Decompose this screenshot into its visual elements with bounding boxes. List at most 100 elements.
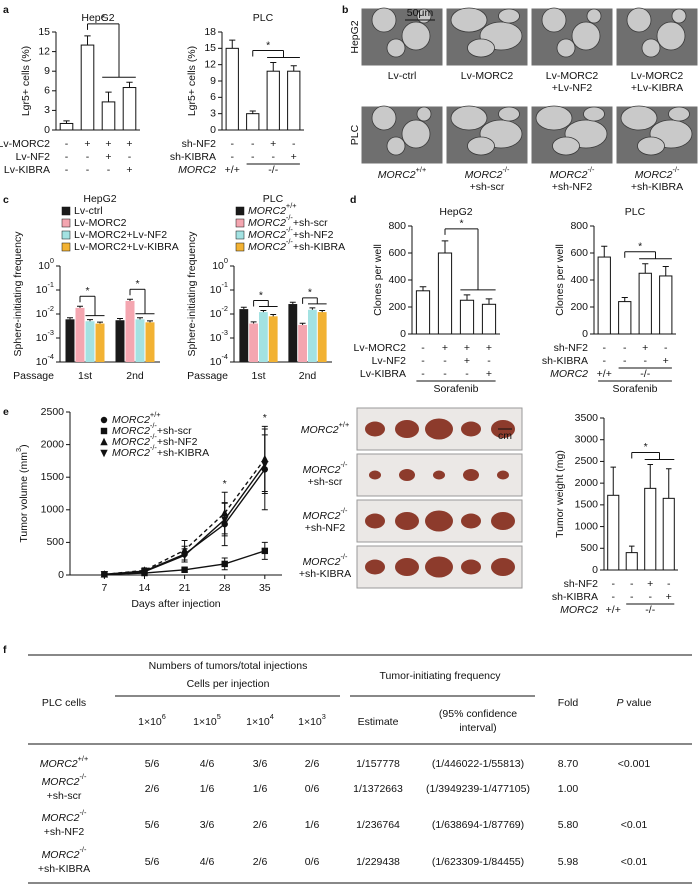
table-cell: 1/236764 <box>356 819 400 831</box>
y-tick-label: 9 <box>44 65 50 77</box>
legend-label: Lv-MORC2+Lv-NF2 <box>74 229 167 241</box>
y-axis-label-part: ) <box>18 444 30 448</box>
photo-caption-part: -/- <box>587 165 594 174</box>
row-label-part: MORC2 <box>303 510 341 522</box>
column-header-part: 1×10 <box>246 716 270 728</box>
row-label: MORC2-/- <box>42 772 87 787</box>
bar <box>266 70 280 131</box>
photo-caption: +Lv-NF2 <box>552 82 593 94</box>
bar <box>415 290 431 335</box>
group-label: +/+ <box>597 368 612 380</box>
legend-swatch <box>235 218 245 228</box>
tumor <box>395 420 419 438</box>
condition-sign: - <box>630 578 634 590</box>
colony <box>401 21 431 51</box>
table-cell: 5/6 <box>145 819 160 831</box>
tumor <box>461 421 481 437</box>
legend-label: MORC2-/-+sh-scr <box>248 213 328 228</box>
condition-sign: + <box>442 342 448 354</box>
error-bar <box>240 306 247 310</box>
colony <box>371 105 397 131</box>
bar <box>607 494 620 571</box>
error-bar <box>126 81 133 88</box>
bar <box>145 322 155 362</box>
error-bar <box>249 110 256 114</box>
row-label: PLC <box>349 124 361 145</box>
photo-caption-part: MORC2 <box>378 169 416 181</box>
y-axis-label: Clones per well <box>554 244 566 316</box>
error-bar <box>250 321 257 324</box>
column-header: interval) <box>459 722 496 734</box>
sig-star: * <box>259 289 263 301</box>
y-tick-label: 10-2 <box>210 304 228 319</box>
photo-caption: +Lv-KIBRA <box>631 82 683 94</box>
condition-sign: - <box>465 368 469 380</box>
bar <box>597 256 611 335</box>
y-tick-exponent: -4 <box>221 352 228 361</box>
condition-name: sh-NF2 <box>182 138 217 150</box>
bar <box>125 300 135 362</box>
tumor <box>461 559 481 575</box>
photo-caption-part: -/- <box>672 165 679 174</box>
y-tick-label: 18 <box>204 26 216 38</box>
legend-label-part: MORC2 <box>248 205 286 217</box>
row-label: +sh-KIBRA <box>299 568 351 580</box>
scale-label: 50μm <box>407 7 434 19</box>
legend-label-part: MORC2 <box>112 425 150 437</box>
panel-label: e <box>3 406 9 418</box>
row-label-part: MORC2 <box>42 776 80 788</box>
condition-sign: + <box>647 578 653 590</box>
photo-caption: MORC2+/+ <box>378 165 427 180</box>
condition-sign: + <box>486 368 492 380</box>
y-tick-label: 100 <box>38 256 54 271</box>
legend-label-part: +sh-NF2 <box>293 229 334 241</box>
y-axis-label-part: Tumor volume (mm <box>18 452 30 543</box>
y-tick-exponent: -3 <box>47 328 54 337</box>
condition-sign: + <box>84 138 90 150</box>
y-tick-label: 1500 <box>41 471 65 483</box>
legend-swatch <box>235 206 245 216</box>
row-label-part: -/- <box>340 506 347 515</box>
x-tick-label: 2nd <box>299 370 317 382</box>
tumor <box>369 470 381 480</box>
colony <box>641 38 661 58</box>
condition-sign: - <box>231 138 235 150</box>
error-bar <box>270 314 277 317</box>
group-label: -/- <box>640 368 650 380</box>
sig-star: * <box>308 287 312 299</box>
row-label: MORC2-/- <box>42 845 87 860</box>
condition-sign: + <box>126 138 132 150</box>
legend-label-part: -/- <box>150 421 157 430</box>
bar <box>85 321 95 362</box>
y-tick-base: 10 <box>210 308 222 320</box>
y-tick-label: 3 <box>44 104 50 116</box>
error-bar <box>67 317 73 320</box>
y-tick-base: 10 <box>36 356 48 368</box>
column-header-part: 1×10 <box>298 716 322 728</box>
row-label: MORC2+/+ <box>301 420 350 435</box>
y-tick-label: 200 <box>388 301 406 313</box>
error-bar <box>105 91 112 102</box>
photo-caption: MORC2-/- <box>635 165 680 180</box>
legend-label-part: +/+ <box>150 410 161 419</box>
table-cell: <0.001 <box>618 758 651 770</box>
legend-label: MORC2-/-+sh-KIBRA <box>248 237 345 252</box>
y-tick-exponent: -3 <box>221 328 228 337</box>
condition-sign: - <box>649 591 653 603</box>
condition-sign: - <box>664 342 668 354</box>
annotation: * <box>223 478 227 490</box>
table-cell: 8.70 <box>558 758 579 770</box>
tumor <box>365 421 385 437</box>
y-tick-label: 12 <box>204 58 216 70</box>
row-label: +sh-scr <box>308 476 343 488</box>
colony <box>450 105 488 131</box>
condition-sign: - <box>644 355 648 367</box>
legend-label: MORC2-/-+sh-KIBRA <box>112 443 209 458</box>
error-bar <box>621 297 628 302</box>
colony <box>541 7 567 33</box>
y-tick-base: 10 <box>212 260 224 272</box>
legend-label-part: MORC2 <box>248 241 286 253</box>
table-header: Numbers of tumors/total injections <box>149 660 308 672</box>
condition-sign: - <box>443 355 447 367</box>
y-tick-label: 3 <box>210 107 216 119</box>
